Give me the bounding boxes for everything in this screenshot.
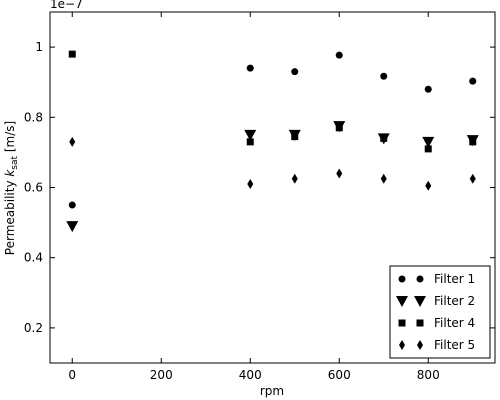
point xyxy=(380,173,387,184)
legend-marker xyxy=(416,319,424,327)
legend-label: Filter 1 xyxy=(434,272,475,286)
point xyxy=(291,133,299,141)
point xyxy=(422,136,435,148)
point xyxy=(380,72,388,80)
point xyxy=(469,138,477,146)
legend-marker xyxy=(396,296,408,307)
y-axis-label: Permeability ksat [m/s] xyxy=(3,121,20,255)
point xyxy=(424,145,432,153)
point xyxy=(69,136,76,147)
legend-marker xyxy=(398,275,406,283)
y-tick-label: 0.6 xyxy=(24,181,43,195)
legend-marker xyxy=(414,296,426,307)
legend-marker xyxy=(416,275,424,283)
point xyxy=(336,168,343,179)
y-label-part: [m/s] xyxy=(3,121,17,156)
point xyxy=(469,77,477,85)
legend-marker xyxy=(399,340,405,350)
y-tick-label: 0.8 xyxy=(24,110,43,124)
y-tick-label: 0.4 xyxy=(24,251,43,265)
y-tick-label: 0.2 xyxy=(24,321,43,335)
point xyxy=(469,173,476,184)
point xyxy=(247,178,254,189)
point xyxy=(291,173,298,184)
point xyxy=(244,129,257,141)
y-label-part: Permeability xyxy=(3,177,17,256)
y-tick-label: 1 xyxy=(35,40,43,54)
legend-marker xyxy=(398,319,406,327)
point xyxy=(335,51,343,59)
legend-label: Filter 5 xyxy=(434,338,475,352)
point xyxy=(335,124,343,132)
y-offset-label: 1e−7 xyxy=(50,0,83,11)
point xyxy=(424,85,432,93)
legend-label: Filter 4 xyxy=(434,316,475,330)
y-label-part: sat xyxy=(10,155,20,169)
point xyxy=(66,221,79,233)
point xyxy=(291,68,299,76)
legend-box xyxy=(389,265,491,359)
x-tick-label: 800 xyxy=(417,368,440,382)
point xyxy=(68,201,76,209)
y-label-part: k xyxy=(3,169,17,177)
point xyxy=(246,64,254,72)
x-tick-label: 600 xyxy=(328,368,351,382)
x-tick-label: 0 xyxy=(68,368,76,382)
point xyxy=(246,138,254,146)
x-tick-label: 400 xyxy=(239,368,262,382)
x-tick-label: 200 xyxy=(150,368,173,382)
x-axis-label: rpm xyxy=(260,384,284,398)
legend-label: Filter 2 xyxy=(434,294,475,308)
point xyxy=(68,50,76,58)
point xyxy=(380,134,388,142)
point xyxy=(425,180,432,191)
legend-marker xyxy=(417,340,423,350)
legend: Filter 1 Filter 2 Filter 4 Filter 5 xyxy=(389,265,491,359)
